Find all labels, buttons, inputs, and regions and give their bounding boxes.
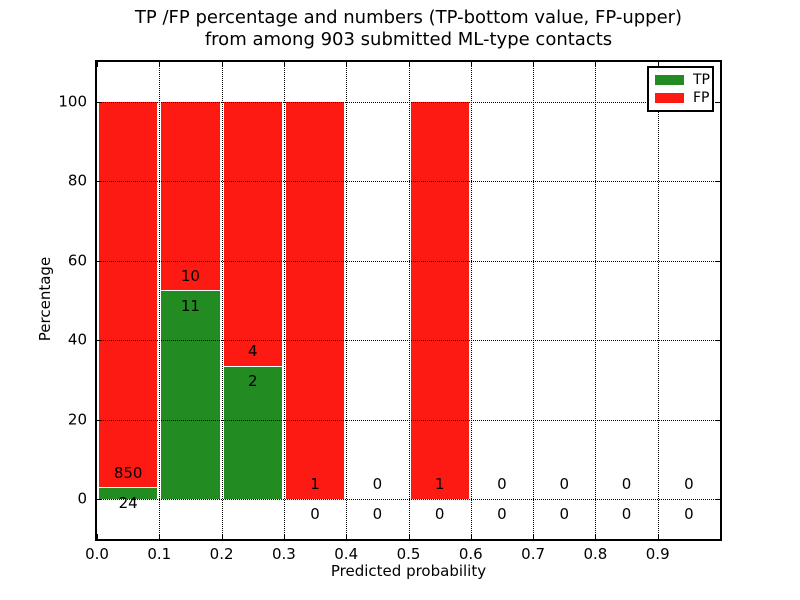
annotation-fp-count: 1 bbox=[310, 474, 320, 493]
gridline-vertical bbox=[346, 62, 348, 539]
annotation-fp-count: 1 bbox=[434, 474, 445, 493]
annotation-tp-count: 0 bbox=[684, 504, 694, 523]
bar-fp-segment bbox=[161, 101, 220, 292]
bar-tp-segment bbox=[223, 366, 282, 500]
x-tick-label: 0.9 bbox=[645, 545, 670, 563]
y-tick-label: 20 bbox=[67, 410, 87, 429]
y-tick-label: 40 bbox=[67, 330, 87, 349]
legend-label: FP bbox=[693, 89, 710, 106]
bar-fp-segment bbox=[223, 101, 282, 367]
x-tick-mark-top bbox=[97, 62, 98, 67]
x-tick-label: 0.4 bbox=[334, 545, 359, 563]
annotation-tp-count: 0 bbox=[434, 504, 445, 523]
plot-area: 0.0 0.1 0.2 0.3 0.4 0.5 0.6 0.7 0.8 0.9 0 20 40 60 80 1… bbox=[58, 60, 722, 563]
bar-fp-segment bbox=[99, 101, 158, 489]
gridline-vertical bbox=[470, 62, 472, 539]
y-tick-label: 80 bbox=[67, 171, 87, 190]
annotation-fp-count: 10 bbox=[180, 266, 200, 285]
gridline-vertical bbox=[159, 62, 161, 539]
annotation-tp-count: 0 bbox=[372, 504, 383, 523]
annotation-tp-count: 0 bbox=[310, 504, 320, 523]
legend-swatch-fp bbox=[655, 92, 684, 103]
y-tick-label: 0 bbox=[77, 489, 87, 508]
annotation-tp-count: 0 bbox=[621, 504, 632, 523]
annotation-fp-count: 0 bbox=[559, 474, 570, 493]
gridline-vertical bbox=[595, 62, 597, 539]
bar-tp-segment bbox=[161, 291, 220, 500]
legend-swatch-tp bbox=[655, 75, 684, 86]
annotation-tp-count: 2 bbox=[247, 372, 258, 391]
annotation-fp-count: 0 bbox=[372, 474, 383, 493]
x-tick-label: 0.3 bbox=[271, 545, 296, 563]
x-tick-label: 0.7 bbox=[521, 545, 546, 563]
gridline-vertical bbox=[408, 62, 410, 539]
x-tick-label: 0.2 bbox=[209, 545, 234, 563]
annotation-fp-count: 850 bbox=[113, 463, 143, 482]
chart-title-line2: from among 903 submitted ML-type contact… bbox=[204, 29, 613, 50]
x-tick-label: 0.5 bbox=[396, 545, 421, 563]
gridline-vertical bbox=[657, 62, 659, 539]
annotation-tp-count: 0 bbox=[559, 504, 570, 523]
bar-fp-segment bbox=[410, 101, 469, 500]
annotation-fp-count: 0 bbox=[621, 474, 632, 493]
x-tick-label: 0.1 bbox=[147, 545, 172, 563]
x-axis-label: Predicted probability bbox=[330, 562, 487, 580]
x-tick-mark bbox=[97, 534, 98, 539]
annotation-tp-count: 11 bbox=[180, 296, 200, 315]
annotation-fp-count: 0 bbox=[497, 474, 507, 493]
bar-fp-segment bbox=[285, 101, 345, 500]
annotation-fp-count: 0 bbox=[684, 474, 694, 493]
legend-label: TP bbox=[693, 72, 710, 89]
annotation-tp-count: 24 bbox=[118, 494, 138, 513]
annotation-fp-count: 4 bbox=[247, 342, 258, 361]
annotation-tp-count: 0 bbox=[497, 504, 507, 523]
x-tick-label: 0.8 bbox=[583, 545, 608, 563]
gridline-vertical bbox=[221, 62, 223, 539]
y-tick-label: 60 bbox=[67, 251, 87, 270]
legend-row: FP bbox=[655, 91, 710, 105]
gridline-vertical bbox=[283, 62, 285, 539]
x-tick-label: 0.6 bbox=[458, 545, 483, 563]
bar-tp-segment bbox=[99, 488, 158, 500]
gridline-vertical bbox=[533, 62, 535, 539]
y-tick-label: 100 bbox=[58, 92, 87, 111]
chart-title-line1: TP /FP percentage and numbers (TP-bottom… bbox=[134, 7, 683, 28]
chart-title: TP /FP percentage and numbers (TP-bottom… bbox=[97, 7, 720, 51]
legend: TP FP bbox=[647, 66, 714, 112]
legend-row: TP bbox=[655, 73, 710, 87]
x-tick-label: 0.0 bbox=[85, 545, 109, 563]
